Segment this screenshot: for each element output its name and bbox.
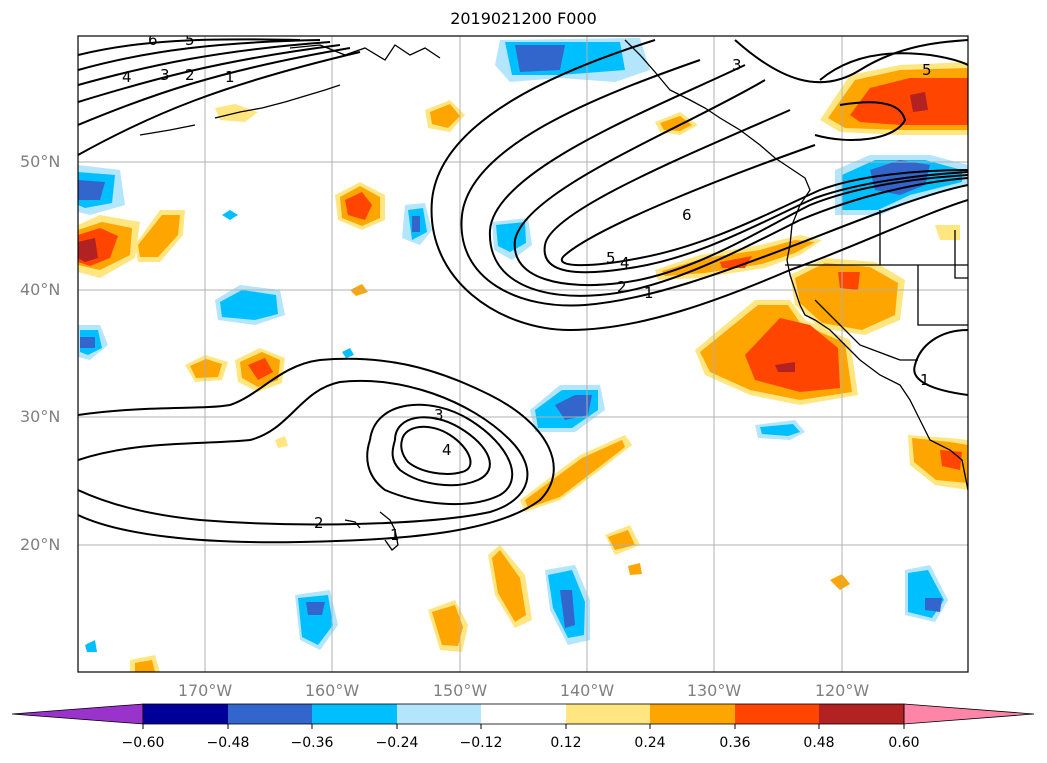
latitude-label: 20°N bbox=[20, 535, 61, 554]
contour-label: 3 bbox=[434, 406, 444, 424]
colorbar-extend-low bbox=[11, 703, 144, 725]
contour-label: 3 bbox=[732, 56, 742, 74]
colorbar-tick-label: 0.48 bbox=[803, 735, 835, 751]
colorbar-tick-label: 0.24 bbox=[634, 735, 666, 751]
longitude-label: 120°W bbox=[814, 681, 870, 700]
longitude-label: 150°W bbox=[432, 681, 488, 700]
colorbar-tick-label: 0.12 bbox=[550, 735, 582, 751]
colorbar bbox=[11, 703, 1035, 729]
contour-label: 6 bbox=[682, 206, 692, 224]
colorbar-swatch bbox=[650, 704, 735, 724]
colorbar-tick-label: −0.36 bbox=[290, 735, 334, 751]
longitude-label: 130°W bbox=[686, 681, 742, 700]
colorbar-swatch bbox=[228, 704, 312, 724]
contour-lines bbox=[78, 38, 968, 544]
plot-title: 2019021200 F000 bbox=[450, 9, 597, 28]
contour-label: 5 bbox=[185, 31, 195, 49]
contour-label: 3 bbox=[160, 66, 170, 84]
colorbar-tick-label: −0.48 bbox=[206, 735, 250, 751]
contour-label: 6 bbox=[148, 31, 158, 49]
longitude-label: 170°W bbox=[177, 681, 233, 700]
contour-label: 5 bbox=[606, 249, 616, 267]
coastlines bbox=[139, 39, 968, 551]
contour-label: 4 bbox=[122, 68, 132, 86]
colorbar-tick-label: 0.60 bbox=[888, 735, 920, 751]
longitude-label: 140°W bbox=[559, 681, 615, 700]
contour-label: 2 bbox=[617, 278, 627, 296]
colorbar-swatch bbox=[143, 704, 228, 724]
colorbar-tick-label: 0.36 bbox=[719, 735, 751, 751]
contour-label: 5 bbox=[922, 61, 932, 79]
plot-frame bbox=[77, 35, 969, 673]
anomaly-fill bbox=[78, 38, 968, 672]
contour-label: 1 bbox=[390, 526, 400, 544]
contour-label: 1 bbox=[644, 284, 654, 302]
colorbar-swatch bbox=[735, 704, 819, 724]
colorbar-swatch bbox=[566, 704, 650, 724]
latitude-label: 30°N bbox=[20, 407, 61, 426]
colorbar-swatch bbox=[312, 704, 397, 724]
latitude-label: 40°N bbox=[20, 280, 61, 299]
map-gridlines bbox=[78, 36, 968, 672]
colorbar-tick-label: −0.12 bbox=[459, 735, 503, 751]
colorbar-tick-label: −0.60 bbox=[121, 735, 165, 751]
map-content: 6 5 4 3 2 1 3 5 6 5 4 2 1 3 4 2 1 1 bbox=[78, 31, 968, 672]
colorbar-swatch bbox=[819, 704, 904, 724]
colorbar-extend-high bbox=[903, 703, 1035, 725]
contour-label: 2 bbox=[185, 66, 195, 84]
contour-label: 1 bbox=[920, 371, 930, 389]
longitude-label: 160°W bbox=[304, 681, 360, 700]
colorbar-swatch bbox=[397, 704, 481, 724]
contour-label: 4 bbox=[442, 441, 452, 459]
contour-label-group: 6 5 4 3 2 1 3 5 6 5 4 2 1 3 4 2 1 1 bbox=[122, 31, 932, 544]
contour-label: 2 bbox=[314, 514, 324, 532]
latitude-label: 50°N bbox=[20, 152, 61, 171]
contour-label: 4 bbox=[620, 254, 630, 272]
colorbar-swatch bbox=[481, 704, 566, 724]
contour-label: 1 bbox=[225, 68, 235, 86]
colorbar-tick-label: −0.24 bbox=[375, 735, 419, 751]
